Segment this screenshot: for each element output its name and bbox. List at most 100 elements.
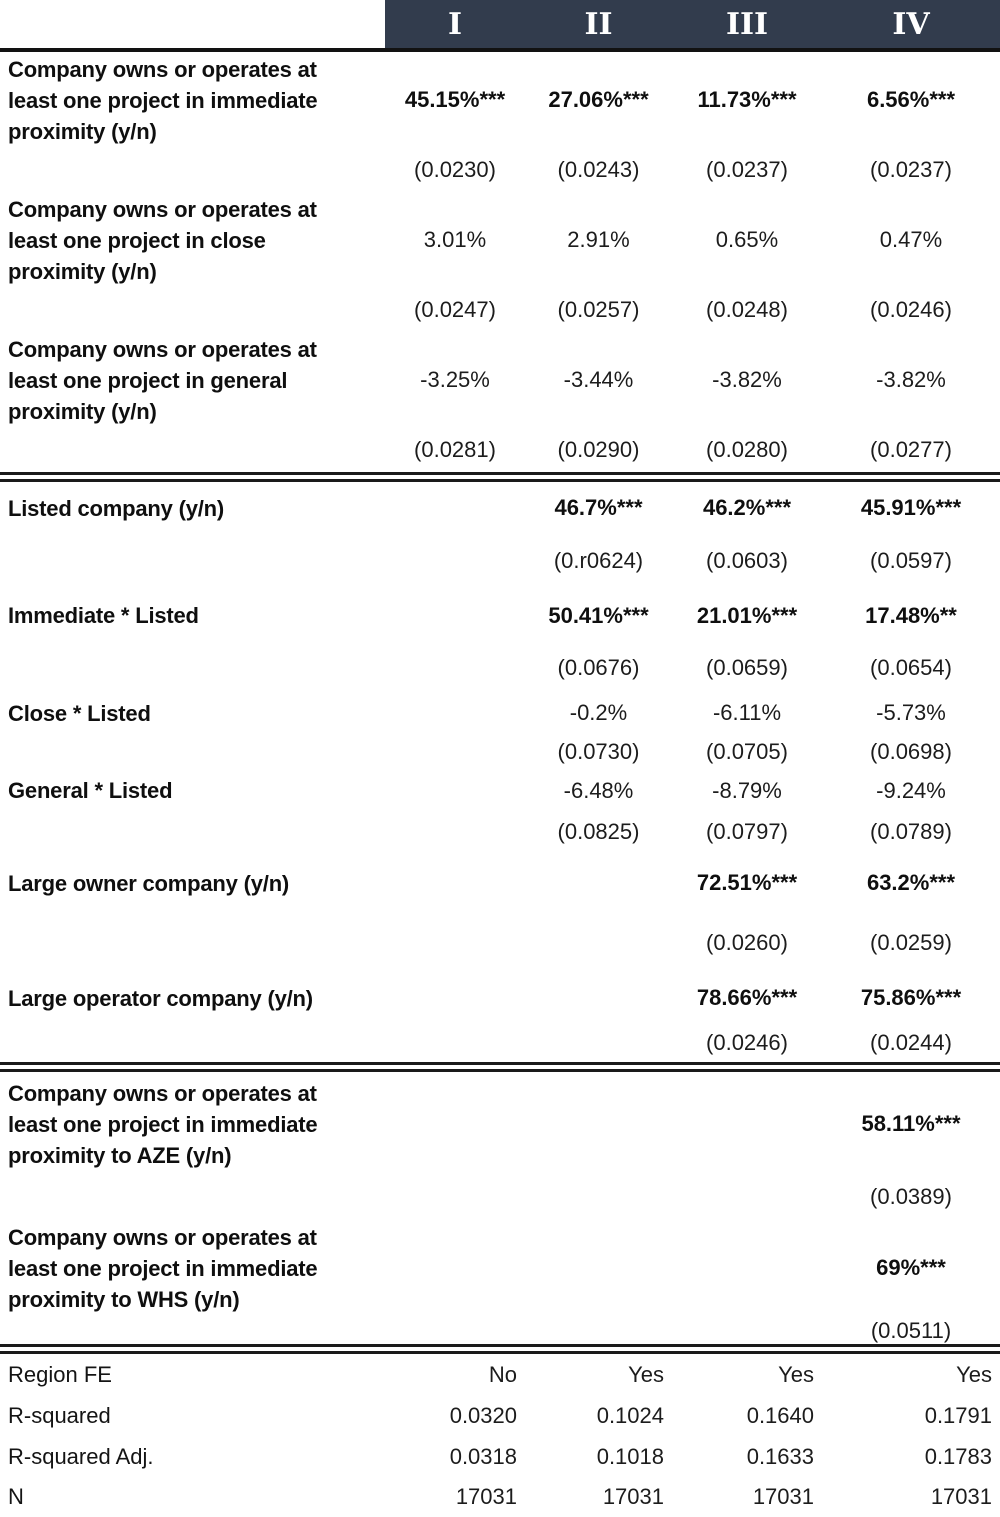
stderr-cell: (0.0277) [870, 437, 952, 462]
stderr-cell [672, 1318, 822, 1346]
coefficient-cell: 46.7%*** [554, 495, 643, 520]
stderr-cell: (0.0659) [706, 655, 788, 680]
footer-label: R-squared [8, 1402, 111, 1428]
stderr-cell: (0.0230) [414, 157, 496, 182]
table-row: Company owns or operates at least one pr… [0, 50, 1000, 148]
stderr-cell: (0.0290) [557, 437, 640, 462]
table-row: Company owns or operates at least one pr… [0, 1218, 1000, 1318]
stderr-cell [525, 1023, 672, 1064]
table-row: General * Listed -6.48% -8.79% -9.24% [0, 770, 1000, 811]
coefficient-cell [385, 770, 525, 811]
footer-value: 17031 [602, 1484, 664, 1509]
stderr-cell: (0.0281) [414, 437, 496, 462]
table-row: (0.0230) (0.0243) (0.0237) (0.0237) [0, 148, 1000, 192]
stderr-cell [385, 1023, 525, 1064]
row-label: Close * Listed [8, 700, 151, 726]
table-row: (0.0730) (0.0705) (0.0698) [0, 733, 1000, 770]
coefficient-cell [672, 1071, 822, 1177]
coefficient-cell [385, 588, 525, 643]
stderr-cell: (0.0597) [870, 548, 952, 573]
coefficient-cell: 46.2%*** [702, 495, 792, 520]
coefficient-cell: -5.73% [876, 700, 946, 725]
footer-value: Yes [628, 1361, 664, 1387]
stderr-cell [385, 1318, 525, 1346]
table-row: Immediate * Listed 50.41%*** 21.01%*** 1… [0, 588, 1000, 643]
stderr-cell: (0.0237) [870, 157, 952, 182]
coefficient-cell: 72.51%*** [696, 870, 798, 895]
stderr-cell: (0.0237) [706, 157, 788, 182]
stderr-cell [525, 1176, 672, 1218]
coefficient-cell: 21.01%*** [696, 602, 798, 628]
stderr-cell: (0.0243) [557, 157, 640, 182]
footer-value: 0.0318 [449, 1443, 517, 1469]
coefficient-cell: 58.11%*** [861, 1111, 961, 1136]
table-row: R-squared 0.0320 0.1024 0.1640 0.1791 [0, 1395, 1000, 1436]
coefficient-cell: -0.2% [569, 700, 628, 725]
stderr-cell: (0.0247) [414, 297, 496, 322]
coefficient-cell: 17.48%** [865, 602, 957, 628]
row-label: Company owns or operates at least one pr… [8, 336, 317, 424]
coefficient-cell: 0.65% [715, 227, 779, 252]
table-row: (0.0281) (0.0290) (0.0280) (0.0277) [0, 428, 1000, 474]
footer-value: No [488, 1361, 517, 1387]
table-row: Region FE No Yes Yes Yes [0, 1353, 1000, 1396]
stderr-cell: (0.0280) [706, 437, 788, 462]
stderr-cell [672, 1176, 822, 1218]
stderr-cell: (0.0797) [706, 819, 788, 844]
coefficient-cell [385, 481, 525, 535]
table-row: (0.0825) (0.0797) (0.0789) [0, 811, 1000, 853]
coefficient-cell: 0.47% [879, 227, 943, 252]
footer-value: 0.1783 [924, 1443, 992, 1469]
footer-label: R-squared Adj. [8, 1443, 154, 1469]
table-row: R-squared Adj. 0.0318 0.1018 0.1633 0.17… [0, 1436, 1000, 1477]
stderr-cell [385, 733, 525, 770]
coefficient-cell: -8.79% [712, 777, 782, 803]
table-row: (0.0247) (0.0257) (0.0248) (0.0246) [0, 288, 1000, 332]
coefficient-cell: 3.01% [423, 227, 487, 252]
stderr-cell: (0.0248) [706, 297, 788, 322]
coefficient-cell [385, 973, 525, 1023]
table-row: Company owns or operates at least one pr… [0, 332, 1000, 428]
table-row: Large owner company (y/n) 72.51%*** 63.2… [0, 853, 1000, 913]
column-header-4: IV [822, 0, 1000, 52]
table-row: (0.0676) (0.0659) (0.0654) [0, 643, 1000, 693]
coefficient-cell: -6.48% [563, 777, 634, 803]
stderr-cell: (0.0676) [557, 655, 640, 680]
footer-label: N [8, 1484, 24, 1509]
stderr-cell: (0.0825) [557, 819, 640, 844]
coefficient-cell: 45.91%*** [860, 495, 962, 520]
stderr-cell [525, 913, 672, 973]
coefficient-cell: -3.82% [712, 367, 782, 392]
coefficient-cell [525, 973, 672, 1023]
coefficient-cell: 27.06%*** [548, 87, 649, 112]
coefficient-cell: 45.15%*** [404, 87, 506, 112]
coefficient-cell: -3.25% [420, 367, 490, 392]
coefficient-cell [525, 1218, 672, 1318]
section-divider [0, 472, 1000, 482]
row-label: Large operator company (y/n) [8, 985, 313, 1011]
coefficient-cell: 75.86%*** [860, 985, 962, 1010]
coefficient-cell [672, 1218, 822, 1318]
table-row: N 17031 17031 17031 17031 [0, 1477, 1000, 1517]
stderr-cell: (0.0246) [870, 297, 952, 322]
footer-value: 0.0320 [449, 1402, 517, 1428]
stderr-cell: (0.0698) [870, 738, 952, 764]
footer-value: 17031 [752, 1484, 814, 1509]
coefficient-cell: 50.41%*** [548, 602, 649, 628]
row-label: Listed company (y/n) [8, 495, 225, 521]
row-label: Immediate * Listed [8, 603, 199, 628]
stderr-cell: (0.0246) [706, 1029, 788, 1055]
stderr-cell [385, 1176, 525, 1218]
stderr-cell [385, 643, 525, 693]
table-row: Listed company (y/n) 46.7%*** 46.2%*** 4… [0, 481, 1000, 535]
coefficient-cell [525, 1071, 672, 1177]
coefficient-cell: 2.91% [567, 227, 630, 252]
stderr-cell: (0.0705) [706, 738, 788, 764]
row-label: General * Listed [8, 778, 173, 803]
coefficient-cell [385, 1218, 525, 1318]
column-header-3: III [672, 0, 822, 52]
table-row: Large operator company (y/n) 78.66%*** 7… [0, 973, 1000, 1023]
coefficient-cell: -6.11% [712, 700, 782, 725]
coefficient-cell: -3.44% [563, 367, 634, 392]
stderr-cell: (0.0511) [870, 1318, 952, 1343]
